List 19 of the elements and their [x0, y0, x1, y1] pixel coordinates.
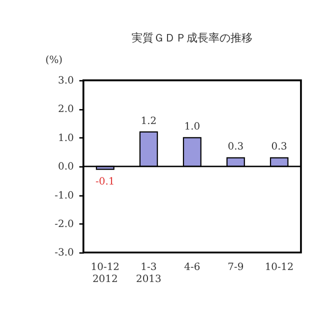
- y-tick-label: -1.0: [54, 190, 74, 202]
- chart-title: 実質ＧＤＰ成長率の推移: [132, 31, 253, 44]
- x-tick-label: 10-12: [264, 262, 294, 274]
- x-tick-label: 10-12 2012: [90, 262, 120, 285]
- y-tick-label: 1.0: [58, 132, 74, 144]
- data-label: 1.2: [140, 116, 157, 127]
- y-tick-label: 0.0: [58, 162, 74, 173]
- data-label: 0.3: [228, 142, 244, 153]
- y-axis-title: (%): [45, 55, 63, 66]
- x-tick-label: 1-3 2013: [136, 262, 162, 285]
- data-label: 0.3: [271, 142, 288, 153]
- data-label: 1.0: [184, 122, 200, 133]
- y-tick-label: 2.0: [58, 104, 74, 116]
- x-tick-label: 7-9: [228, 262, 244, 274]
- y-tick-label: -3.0: [54, 248, 74, 259]
- data-label: -0.1: [96, 176, 115, 188]
- x-tick-label: 4-6: [184, 262, 200, 274]
- y-tick-label: 3.0: [58, 75, 74, 86]
- y-tick-label: -2.0: [54, 218, 74, 230]
